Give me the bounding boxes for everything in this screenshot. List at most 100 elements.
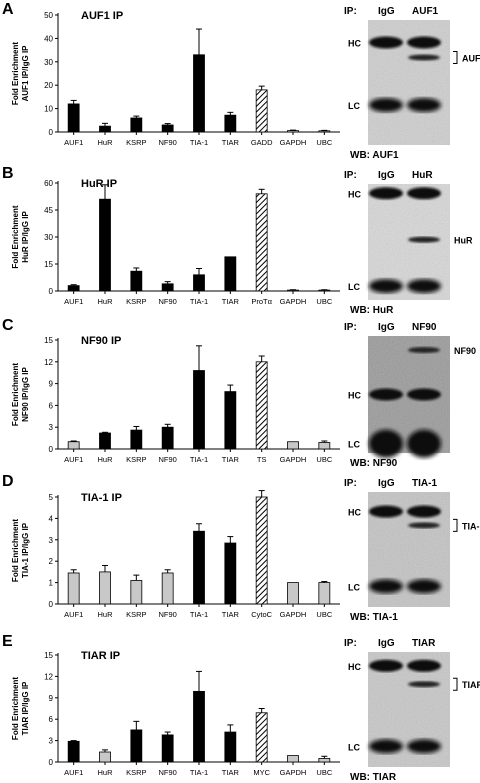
- y-axis-label-line-1: Fold Enrichment: [11, 677, 20, 740]
- bar-nf90: [161, 572, 174, 605]
- band-light-chain: [369, 429, 403, 458]
- bar-nf90: [161, 283, 174, 292]
- bar-ubc: [318, 130, 331, 133]
- panel-letter: C: [2, 317, 14, 334]
- bar-auf1: [67, 285, 80, 292]
- x-tick-label: TS: [257, 455, 267, 464]
- bar-ubc: [318, 289, 331, 292]
- y-axis-label-line-2: TIA-1 IP/IgG IP: [21, 522, 30, 578]
- y-tick-label: 0: [49, 600, 54, 609]
- y-tick-label: 6: [49, 715, 54, 724]
- bar-ksrp: [130, 580, 143, 605]
- x-tick-label: AUF1: [64, 138, 83, 147]
- x-tick-label: KSRP: [126, 455, 146, 464]
- band-light-chain: [369, 579, 403, 594]
- blot-hc-label: HC: [348, 508, 361, 518]
- bar-tiar: [224, 731, 237, 763]
- band-light-chain: [369, 98, 403, 112]
- band-heavy-chain: [369, 388, 403, 401]
- bar-ubc: [318, 442, 331, 450]
- blot-lc-label: LC: [348, 282, 360, 292]
- blot-lc-label: LC: [348, 582, 360, 592]
- bar-ksrp: [130, 270, 143, 292]
- y-axis-label-line-1: Fold Enrichment: [11, 363, 20, 426]
- blot-lc-label: LC: [348, 101, 360, 111]
- y-tick-label: 60: [44, 179, 53, 188]
- y-axis-label-line-2: TIAR IP/IgG IP: [21, 681, 30, 735]
- band-target: [408, 522, 440, 529]
- blot-lane-target: NF90: [412, 322, 437, 333]
- y-tick-label: 0: [49, 445, 54, 454]
- blot-lane-target: AUF1: [412, 6, 439, 17]
- y-tick-label: 0: [49, 128, 54, 137]
- bar-auf1: [67, 441, 80, 450]
- band-light-chain: [369, 279, 403, 294]
- x-tick-label: TIA-1: [190, 768, 208, 777]
- bar-nf90: [161, 124, 174, 133]
- blot-bracket: [453, 51, 458, 64]
- blot-ip-label: IP:: [344, 322, 357, 333]
- x-tick-label: AUF1: [64, 610, 83, 619]
- bar-cytoc: [255, 496, 268, 605]
- chart-panel-e: E TIAR IP Fold EnrichmentTIAR IP/IgG IP 0 3 6…: [2, 633, 340, 777]
- bar-myc: [255, 712, 268, 763]
- bar-hur: [99, 751, 111, 763]
- band-light-chain: [369, 739, 403, 754]
- x-tick-label: UBC: [316, 768, 332, 777]
- x-tick-label: KSRP: [126, 297, 146, 306]
- chart-panel-b: B HuR IP Fold EnrichmentHuR IP/IgG IP 0 15 30…: [2, 165, 340, 306]
- panel-letter: E: [2, 633, 13, 650]
- bar-tiar: [224, 256, 237, 292]
- y-tick-label: 15: [44, 336, 53, 345]
- blot-lane-igg: IgG: [378, 322, 395, 333]
- bar-gapdh: [287, 582, 299, 605]
- bar-gapdh: [287, 755, 299, 763]
- x-tick-label: GAPDH: [280, 138, 307, 147]
- x-tick-label: AUF1: [64, 455, 83, 464]
- y-tick-label: 10: [44, 105, 53, 114]
- bar-ksrp: [130, 117, 143, 133]
- blot-wb-label: WB: TIAR: [350, 772, 397, 783]
- x-tick-label: TIAR: [222, 768, 240, 777]
- band-heavy-chain: [407, 36, 441, 49]
- blot-lane-target: TIAR: [412, 638, 436, 649]
- x-tick-label: UBC: [316, 610, 332, 619]
- western-blot-a: IP: IgG AUF1 HC LC AUF1 WB: AUF1: [344, 6, 480, 161]
- band-light-chain: [407, 579, 441, 594]
- blot-hc-label: HC: [348, 189, 361, 199]
- blot-lc-label: LC: [348, 440, 360, 450]
- y-tick-label: 15: [44, 260, 53, 269]
- chart-title: TIA-1 IP: [81, 492, 122, 504]
- blot-lane-igg: IgG: [378, 638, 395, 649]
- y-tick-label: 20: [44, 81, 53, 90]
- blot-ip-label: IP:: [344, 6, 357, 17]
- band-light-chain: [407, 739, 441, 754]
- band-target: [408, 347, 440, 354]
- band-heavy-chain: [369, 505, 403, 518]
- x-tick-label: GAPDH: [280, 297, 307, 306]
- blot-lc-label: LC: [348, 742, 360, 752]
- x-tick-label: UBC: [316, 297, 332, 306]
- bar-nf90: [161, 426, 174, 450]
- x-tick-label: GAPDH: [280, 455, 307, 464]
- bar-hur: [99, 432, 111, 450]
- y-tick-label: 9: [49, 380, 54, 389]
- blot-target-label: NF90: [454, 346, 476, 356]
- band-light-chain: [407, 279, 441, 294]
- x-tick-label: AUF1: [64, 297, 83, 306]
- y-axis-label-line-2: NF90 IP/IgG IP: [21, 367, 30, 422]
- chart-panel-d: D TIA-1 IP Fold EnrichmentTIA-1 IP/IgG IP 0…: [2, 473, 340, 619]
- x-tick-label: KSRP: [126, 768, 146, 777]
- x-tick-label: GADD: [251, 138, 273, 147]
- western-blot-e: IP: IgG TIAR HC LC TIAR WB: TIAR: [344, 638, 480, 783]
- x-tick-label: GAPDH: [280, 768, 307, 777]
- bar-auf1: [67, 740, 80, 763]
- x-tick-label: UBC: [316, 138, 332, 147]
- y-tick-label: 5: [49, 493, 54, 502]
- bar-tiar: [224, 391, 237, 450]
- y-tick-label: 30: [44, 58, 53, 67]
- bar-prot: [255, 193, 268, 292]
- bar-ksrp: [130, 429, 143, 450]
- band-heavy-chain: [407, 187, 441, 200]
- y-tick-label: 50: [44, 11, 53, 20]
